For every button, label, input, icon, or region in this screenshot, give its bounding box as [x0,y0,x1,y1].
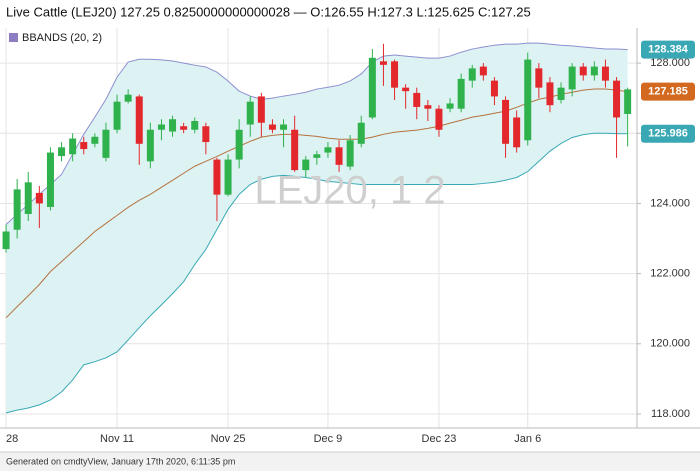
y-tick-label: 118.000 [651,408,690,420]
candle-body [268,124,276,130]
candle-body [601,66,609,81]
band-lower [5,132,628,414]
watermark: LEJ20, 1 2 [254,169,445,213]
band-middle [5,88,628,319]
candle-body [291,129,299,171]
candle-body [402,87,410,92]
x-tick-label: Nov 11 [100,433,134,445]
candle-body [379,61,387,65]
candle-body [80,142,88,150]
candle-body [58,147,66,157]
candle-body [24,182,32,214]
candle-body [46,152,54,207]
y-tick-label: 120.000 [650,338,690,350]
candle-body [357,122,365,144]
candle-body [368,57,376,118]
x-tick-label: Dec 23 [422,433,457,445]
last-value-label: 128.384 [648,44,689,56]
candle-body [13,189,21,230]
candle-body [446,103,454,109]
candle-body [579,66,587,76]
candle-body [557,87,565,100]
candle-body [2,231,10,250]
candle-body [180,126,188,130]
candle-body [146,129,154,162]
candle-body [457,78,465,109]
x-tick-label: Jan 6 [514,433,541,445]
candle-body [624,89,632,114]
candle-body [535,68,543,88]
footer-text: Generated on cmdtyView, January 17th 202… [6,456,235,466]
last-value-label: 127.185 [648,86,688,98]
legend-label: BBANDS (20, 2) [22,32,102,44]
candle-body [524,59,532,141]
candle-body [490,80,498,97]
y-tick-label: 122.000 [650,268,690,280]
candle-body [280,124,288,130]
candle-body [246,101,254,125]
candle-body [69,138,77,155]
candle-body [479,66,487,76]
candle-body [102,129,110,158]
candle-body [435,108,443,130]
candle-body [157,124,165,130]
footer-bar [0,452,700,471]
candle-body [513,117,521,148]
y-tick-label: 128.000 [650,57,690,69]
candle-body [335,147,343,165]
axes: 118.000120.000122.000124.000126.000128.0… [6,40,695,445]
chart-title: Live Cattle (LEJ20) 127.25 0.82500000000… [6,4,531,19]
candle-body [313,154,321,158]
candle-body [169,119,177,132]
candle-body [324,147,332,153]
candle-body [346,140,354,167]
candle-body [468,68,476,81]
last-value-box [641,82,695,101]
candle-body [124,94,132,102]
candle-body [191,120,199,130]
candle-body [502,99,510,144]
candle-body [135,96,143,144]
band-upper [5,42,628,225]
legend-swatch [9,33,18,42]
candle-body [590,66,598,76]
candles [2,43,632,253]
candle-body [213,159,221,195]
candle-body [391,61,399,88]
candle-body [546,82,554,106]
x-tick-label: Nov 25 [211,433,246,445]
candle-body [413,92,421,107]
last-value-label: 125.986 [648,128,688,140]
candle-body [257,96,265,123]
y-tick-label: 124.000 [650,197,690,209]
last-value-box [641,40,695,59]
candle-body [568,66,576,90]
x-tick-label: 28 [6,433,18,445]
candle-body [113,101,121,130]
last-value-box [641,124,695,143]
candle-body [224,159,232,195]
candle-body [302,159,310,171]
x-tick-label: Dec 9 [314,433,343,445]
candle-body [424,105,432,109]
candle-body [613,80,621,118]
candle-body [202,126,210,143]
candle-body [35,192,43,204]
candle-body [91,136,99,144]
candle-body [235,129,243,160]
